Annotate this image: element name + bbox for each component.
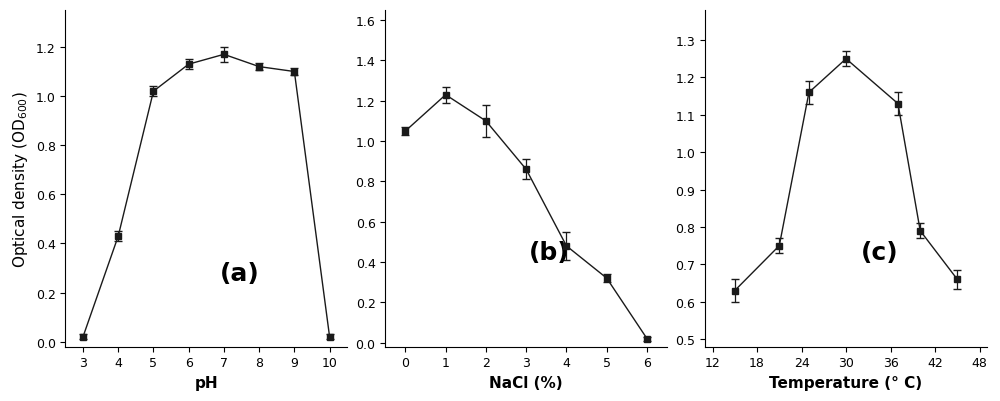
Text: (c): (c) xyxy=(861,241,899,265)
Text: (a): (a) xyxy=(220,261,260,285)
Text: (b): (b) xyxy=(528,241,569,265)
X-axis label: Temperature (° C): Temperature (° C) xyxy=(769,375,923,390)
Y-axis label: Optical density (OD$_{600}$): Optical density (OD$_{600}$) xyxy=(11,91,30,267)
X-axis label: NaCl (%): NaCl (%) xyxy=(489,375,563,390)
X-axis label: pH: pH xyxy=(194,375,218,390)
